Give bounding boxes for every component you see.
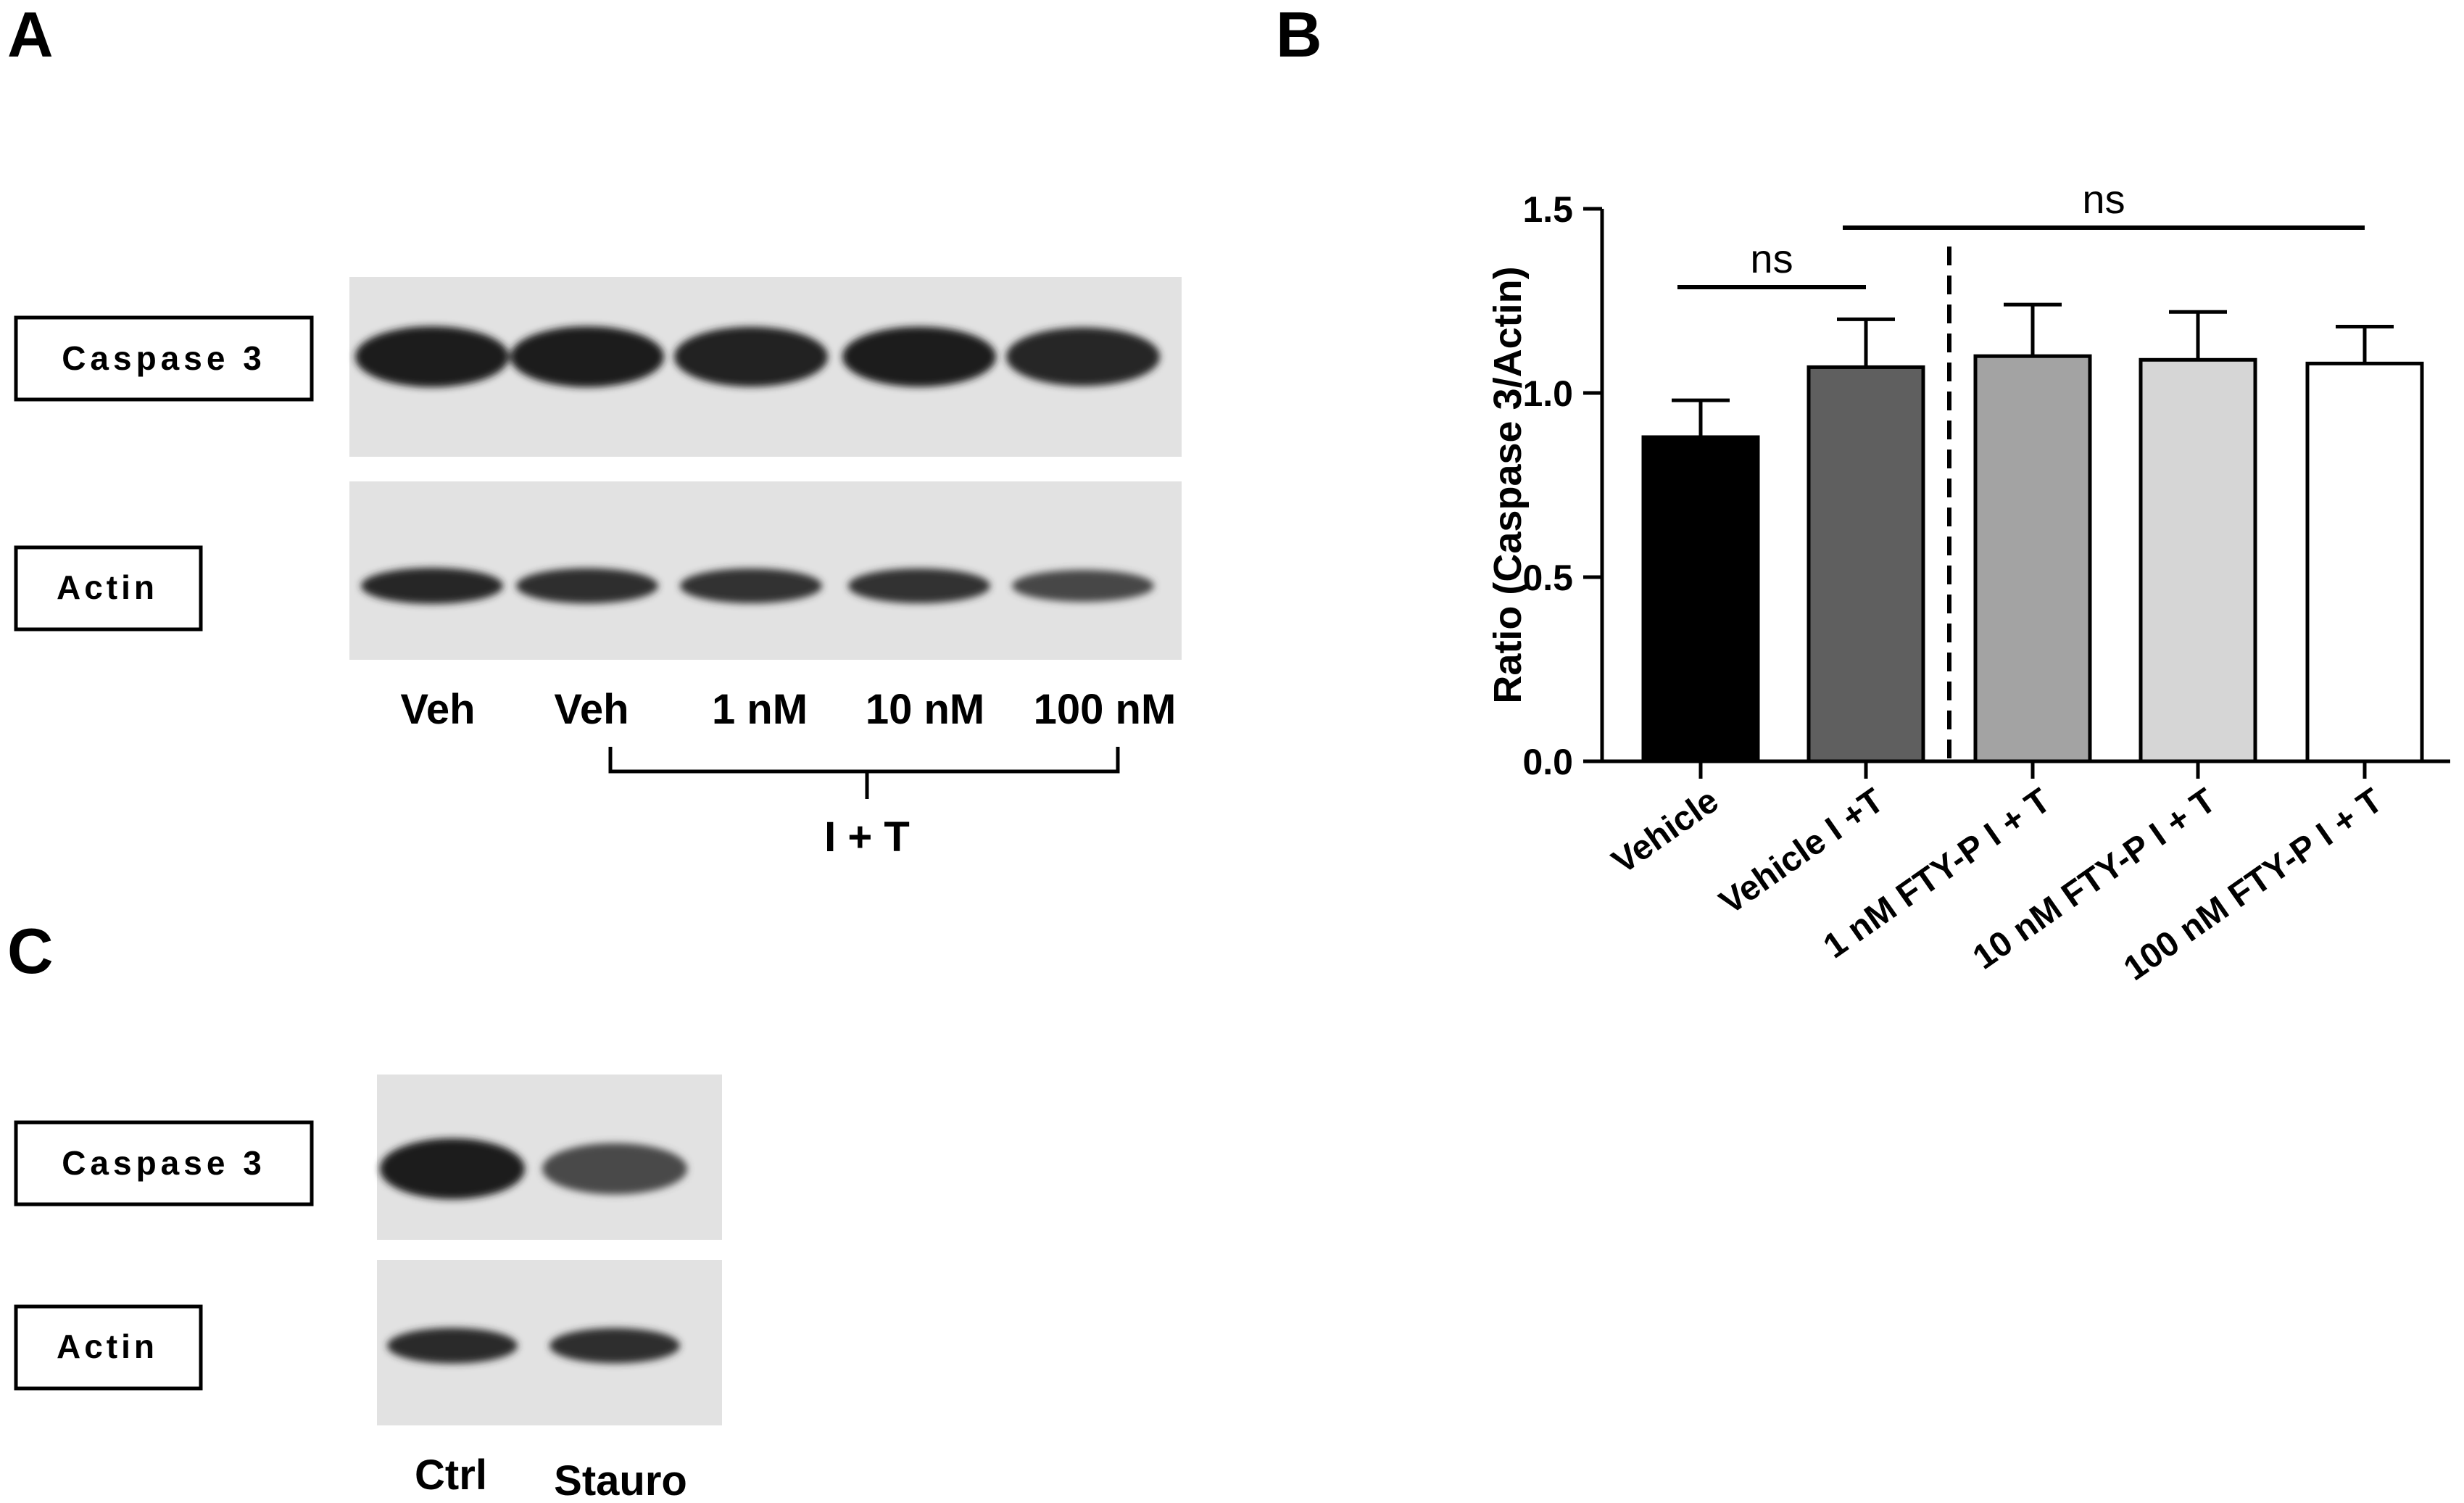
bar — [2305, 361, 2424, 763]
panel-a-lane-labels: Veh Veh 1 nM 10 nM 100 nM — [400, 686, 1176, 733]
blot-band — [848, 568, 990, 604]
blot-band — [387, 1328, 518, 1364]
panel-a-row-caspase3: Caspase 3 — [14, 277, 1182, 457]
y-tick-label: 0.0 — [1522, 742, 1573, 782]
row-label-box — [14, 1120, 314, 1206]
bar — [2139, 357, 2257, 763]
panel-c-lane-labels: Ctrl Stauro — [415, 1452, 687, 1503]
panel-c-row-actin: Actin — [14, 1260, 722, 1425]
blot-band — [674, 326, 828, 387]
blot-band — [1006, 327, 1160, 386]
bar-chart: 0.0 0.5 1.0 1.5 Ratio (Caspase 3/Actin) Vehic… — [1486, 176, 2450, 988]
y-tick-label: 1.5 — [1522, 189, 1573, 230]
x-tick-label: Vehicle — [1605, 782, 1725, 882]
blot-band — [1012, 569, 1154, 603]
lane-label: Veh — [554, 686, 629, 733]
blot-band — [361, 568, 503, 604]
bracket-label: I + T — [824, 813, 910, 861]
band-group — [361, 568, 1154, 604]
blot-band — [680, 568, 822, 604]
row-label-box — [14, 315, 314, 402]
panel-a-label: A — [7, 0, 54, 70]
panel-a-row-actin: Actin — [14, 481, 1182, 660]
blot-band — [842, 326, 996, 387]
row-label-box — [14, 1304, 203, 1391]
bar — [1973, 354, 2092, 763]
panel-a: A Caspase 3 Actin Veh Veh 1 nM 10 nM 100… — [7, 0, 1182, 861]
blot-band — [510, 326, 664, 387]
y-axis-label: Ratio (Caspase 3/Actin) — [1486, 266, 1530, 703]
significance-label: ns — [2082, 176, 2125, 222]
blot-band — [516, 568, 658, 604]
blot-band — [380, 1138, 525, 1199]
y-tick-label: 1.0 — [1522, 373, 1573, 414]
panel-b: B 0.0 0.5 1.0 1.5 Ratio (Caspase 3/Actin) Veh… — [1276, 0, 2450, 988]
lane-label: Veh — [400, 686, 475, 733]
lane-label: Stauro — [554, 1457, 687, 1503]
treatment-bracket — [608, 747, 1120, 799]
lane-label: Ctrl — [415, 1452, 487, 1499]
blot-band — [355, 326, 509, 387]
y-tick-label: 0.5 — [1522, 558, 1573, 598]
row-label: Caspase 3 — [62, 339, 266, 377]
blot-band — [542, 1143, 687, 1195]
lane-label: 100 nM — [1034, 686, 1177, 733]
row-label: Actin — [57, 568, 158, 606]
band-group — [355, 326, 1160, 387]
panel-c-row-caspase3: Caspase 3 — [14, 1075, 722, 1240]
band-group — [380, 1138, 687, 1199]
row-label: Caspase 3 — [62, 1144, 266, 1182]
bar — [1806, 365, 1925, 763]
bar — [1641, 435, 1760, 763]
panel-c: C Caspase 3 Actin Ctrl Stauro — [7, 915, 722, 1503]
blot-band — [549, 1328, 680, 1364]
significance-label: ns — [1750, 236, 1793, 281]
row-label: Actin — [57, 1328, 158, 1365]
lane-label: 1 nM — [712, 686, 808, 733]
panel-b-label: B — [1276, 0, 1322, 70]
row-label-box — [14, 545, 203, 632]
panel-c-label: C — [7, 915, 54, 987]
lane-label: 10 nM — [866, 686, 984, 733]
band-group — [387, 1328, 680, 1364]
